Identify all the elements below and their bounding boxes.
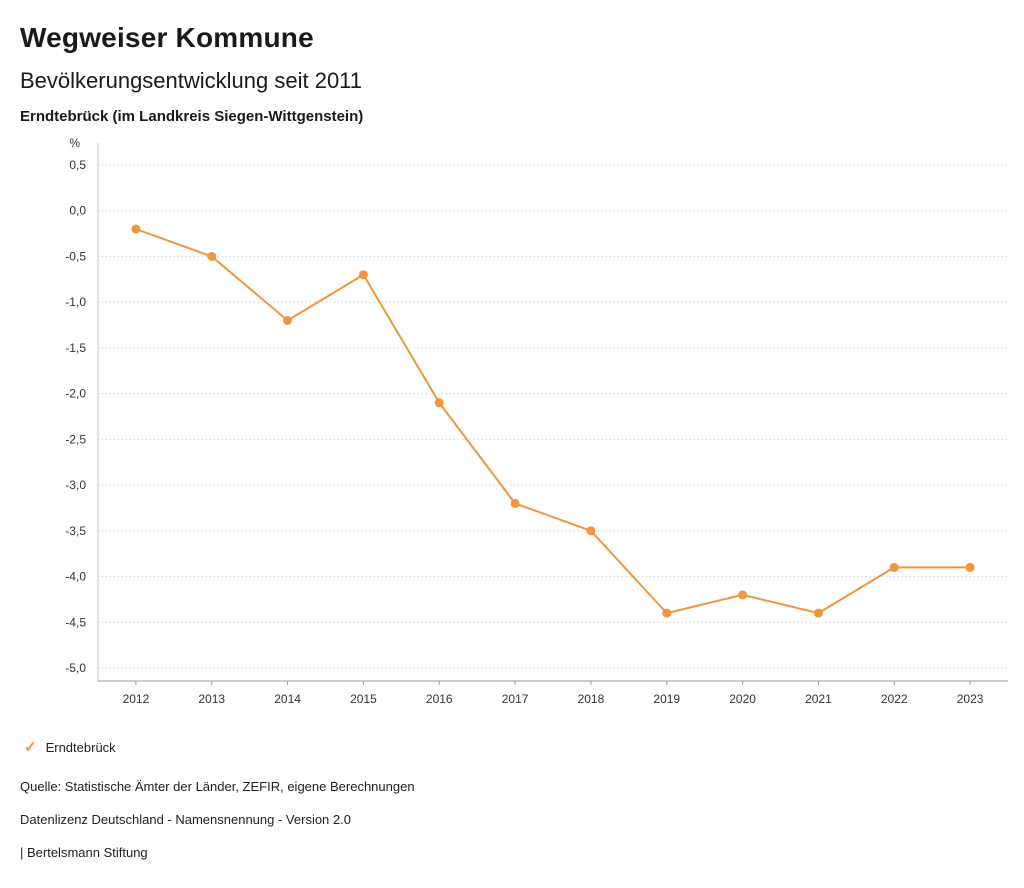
- y-tick-label: -2,5: [65, 432, 86, 446]
- page-subtitle: Bevölkerungsentwicklung seit 2011: [20, 68, 363, 93]
- x-tick-label: 2018: [578, 692, 605, 706]
- series-line-Erndtebrück: [135, 228, 971, 615]
- y-tick-label: -3,5: [65, 524, 86, 538]
- data-point-2019[interactable]: [662, 608, 672, 618]
- y-tick-label: -5,0: [65, 661, 86, 675]
- population-chart: % 0,5 0,0 -0,5 -1,0 -1,5 -2,0 -2,5 -3,0 -3,5 -4,0 -…: [20, 131, 1020, 728]
- data-point-2016[interactable]: [434, 398, 444, 408]
- chart-svg: % 0,5 0,0 -0,5 -1,0 -1,5 -2,0 -2,5 -3,0 -3,5 -4,0 -…: [65, 136, 1008, 706]
- x-tick-label: 2014: [274, 692, 301, 706]
- footer-license: Datenlizenz Deutschland - Namensnennung …: [20, 812, 351, 827]
- x-tick-label: 2021: [805, 692, 832, 706]
- y-axis-unit-label: %: [69, 136, 80, 150]
- legend-label: Erndtebrück: [45, 740, 116, 755]
- data-point-2013[interactable]: [207, 251, 217, 261]
- region-title: Erndtebrück (im Landkreis Siegen-Wittgen…: [20, 108, 364, 125]
- footer-attribution: | Bertelsmann Stiftung: [20, 845, 148, 860]
- y-tick-label: -3,0: [65, 478, 86, 492]
- data-point-2015[interactable]: [358, 270, 368, 280]
- footer-source: Quelle: Statistische Ämter der Länder, Z…: [20, 779, 415, 794]
- x-tick-label: 2012: [123, 692, 150, 706]
- x-tick-label: 2023: [957, 692, 984, 706]
- y-tick-label: -1,5: [65, 341, 86, 355]
- x-tick-label: 2019: [653, 692, 680, 706]
- data-point-2017[interactable]: [510, 498, 520, 508]
- y-tick-label: -4,5: [65, 615, 86, 629]
- data-point-2012[interactable]: [131, 224, 141, 234]
- y-tick-label: -0,5: [65, 249, 86, 263]
- data-point-2018[interactable]: [586, 526, 596, 536]
- y-tick-label: 0,0: [69, 204, 86, 218]
- y-tick-label: -2,0: [65, 387, 86, 401]
- x-tick-label: 2015: [350, 692, 377, 706]
- data-point-2020[interactable]: [738, 590, 748, 600]
- footer: Quelle: Statistische Ämter der Länder, Z…: [20, 779, 1004, 860]
- data-point-2023[interactable]: [965, 562, 975, 572]
- x-tick-label: 2020: [729, 692, 756, 706]
- x-tick-label: 2017: [502, 692, 529, 706]
- data-point-2014[interactable]: [283, 315, 293, 325]
- x-tick-label: 2022: [881, 692, 908, 706]
- x-tick-label: 2016: [426, 692, 453, 706]
- page-title: Wegweiser Kommune: [20, 22, 314, 53]
- y-tick-label: 0,5: [69, 158, 86, 172]
- y-tick-label: -1,0: [65, 295, 86, 309]
- data-point-2021[interactable]: [813, 608, 823, 618]
- x-tick-label: 2013: [198, 692, 225, 706]
- legend-item-erndtebrueck[interactable]: ✓ Erndtebrück: [24, 740, 1004, 755]
- data-point-2022[interactable]: [889, 562, 899, 572]
- check-icon: ✓: [24, 739, 37, 756]
- y-tick-label: -4,0: [65, 570, 86, 584]
